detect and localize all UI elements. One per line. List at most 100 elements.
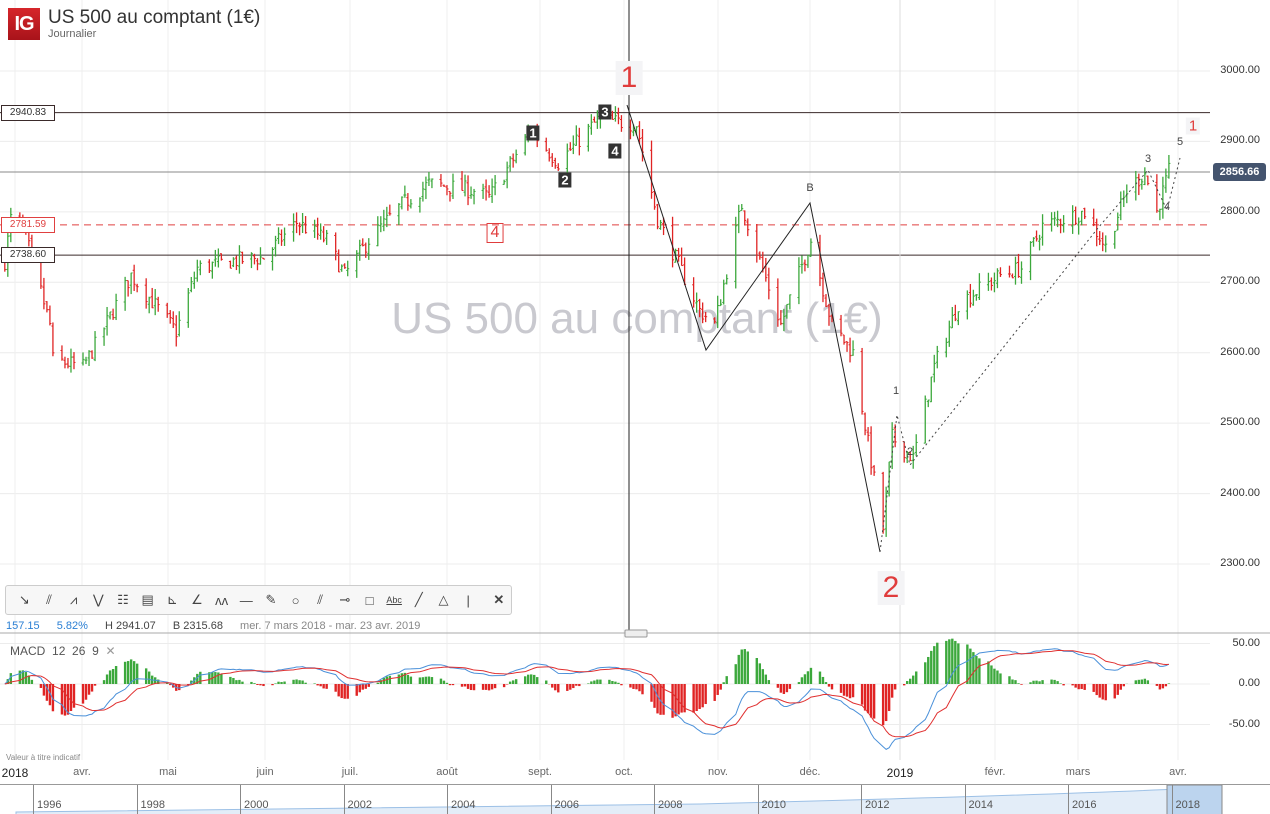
fibonacci-icon[interactable]: ▤ [141, 592, 154, 607]
ohlc-bar [430, 178, 434, 189]
ohlc-bar [716, 295, 720, 329]
ohlc-bar [231, 257, 235, 268]
ruler-icon[interactable]: ✎ [265, 592, 277, 607]
ohlc-bar [914, 434, 918, 457]
macd-histogram-bar [1011, 679, 1014, 684]
ohlc-bar [490, 178, 494, 203]
ohlc-bar [240, 251, 244, 264]
ohlc-bar [460, 171, 464, 192]
macd-histogram-bar [484, 684, 488, 690]
macd-histogram-bar [767, 680, 771, 684]
ohlc-bar [1062, 215, 1066, 233]
triangle-icon[interactable]: △ [438, 592, 449, 607]
macd-histogram-bar [325, 684, 328, 689]
ohlc-bar [764, 257, 768, 282]
macd-histogram-bar [229, 676, 232, 684]
vertical-line-icon[interactable]: | [466, 592, 470, 608]
grid-icon[interactable]: ☷ [117, 592, 129, 607]
navigator-divider [136, 785, 138, 814]
macd-histogram-bar [848, 684, 852, 699]
ohlc-bar [228, 260, 232, 269]
wave-icon[interactable]: ⋁ [92, 592, 104, 607]
macd-histogram-bar [575, 684, 578, 686]
ohlc-bar [343, 263, 347, 269]
wave-label-red-1: 1 [1185, 117, 1201, 135]
ohlc-bar [1029, 241, 1033, 281]
price-line-label[interactable]: 2940.83 [1, 104, 55, 121]
ohlc-bar [1113, 230, 1117, 249]
macd-histogram-bar [472, 684, 476, 691]
macd-histogram-bar [1095, 684, 1098, 696]
wave-label-4: 4 [1163, 201, 1171, 213]
ohlc-bar [379, 216, 383, 233]
ohlc-bar [1119, 191, 1123, 221]
macd-histogram-bar [779, 684, 783, 693]
macd-histogram-bar [788, 684, 792, 689]
ohlc-bar [361, 238, 365, 247]
ohlc-bar [887, 461, 891, 497]
macd-histogram-bar [397, 674, 401, 684]
macd-histogram-bar [385, 676, 389, 684]
macd-histogram-bar [1029, 682, 1032, 684]
macd-histogram-bar [993, 668, 996, 684]
macd-histogram-bar [797, 682, 801, 684]
navigator-divider [240, 785, 241, 814]
horizontal-line-icon[interactable]: — [239, 592, 253, 608]
navigator-divider [550, 785, 552, 814]
macd-histogram-bar [755, 658, 758, 684]
macd-histogram-bar [951, 638, 954, 684]
time-tick-label: 2019 [886, 766, 914, 780]
ohlc-bar [1020, 261, 1024, 284]
macd-histogram-bar [761, 669, 765, 684]
macd-histogram-bar [716, 684, 719, 695]
macd-histogram-bar [578, 684, 581, 687]
price-line-label[interactable]: 2781.59 [1, 216, 55, 233]
arrow-icon[interactable]: ↘ [18, 592, 30, 607]
ohlc-bar [695, 292, 699, 313]
rectangle-icon[interactable]: □ [365, 592, 374, 608]
channel-icon[interactable]: ⫽ [317, 592, 324, 607]
elliott-icon[interactable]: ᴧᴧ [215, 592, 229, 608]
ohlc-bar [998, 267, 1002, 277]
parallel-lines-icon[interactable]: ⫽ [46, 592, 52, 607]
ohlc-bar [1164, 168, 1168, 193]
macd-histogram-bar [635, 684, 638, 690]
macd-histogram-bar [590, 681, 593, 684]
ohlc-bar [671, 216, 675, 268]
ohlc-bar [466, 175, 470, 206]
pane-resize-handle[interactable] [624, 629, 648, 638]
path-icon[interactable]: ⊸ [339, 592, 351, 607]
ohlc-bar [821, 272, 825, 303]
time-tick-label: août [436, 766, 458, 778]
fan-icon[interactable]: ⊾ [166, 592, 178, 607]
macd-histogram-bar [945, 640, 948, 684]
macd-histogram-bar [845, 684, 849, 697]
angle-icon[interactable]: ∠ [191, 592, 203, 607]
navigator[interactable]: 1996 1998 2000 2002 2004 2006 2008 2010 2012 2014… [0, 784, 1270, 814]
macd-histogram-bar [259, 684, 262, 686]
macd-histogram-bar [975, 656, 978, 684]
macd-remove-button[interactable]: ✕ [105, 644, 116, 658]
ohlc-bar [427, 172, 431, 186]
macd-histogram-bar [987, 661, 990, 684]
ohlc-bar [824, 294, 828, 308]
ohlc-bar [451, 173, 455, 200]
macd-histogram-bar [262, 684, 265, 687]
macd-histogram-bar [253, 683, 256, 684]
wave-label-dark-4: 4 [608, 143, 622, 159]
navigator-divider [1171, 785, 1173, 814]
ohlc-bar [1158, 208, 1162, 221]
ohlc-bar [809, 238, 813, 257]
price-line-label[interactable]: 2738.60 [1, 247, 55, 264]
ohlc-bar [261, 257, 265, 260]
macd-histogram-bar [1038, 681, 1041, 684]
line-icon[interactable]: ╱ [414, 592, 423, 607]
text-icon[interactable]: Abc [386, 595, 402, 605]
close-icon[interactable]: ✕ [493, 592, 505, 607]
circle-icon[interactable]: ○ [291, 592, 300, 608]
ohlc-bar [1050, 212, 1054, 232]
macd-histogram-bar [526, 674, 530, 684]
ohlc-bar [1059, 218, 1063, 234]
zigzag-icon[interactable]: ⩘ [69, 592, 78, 607]
